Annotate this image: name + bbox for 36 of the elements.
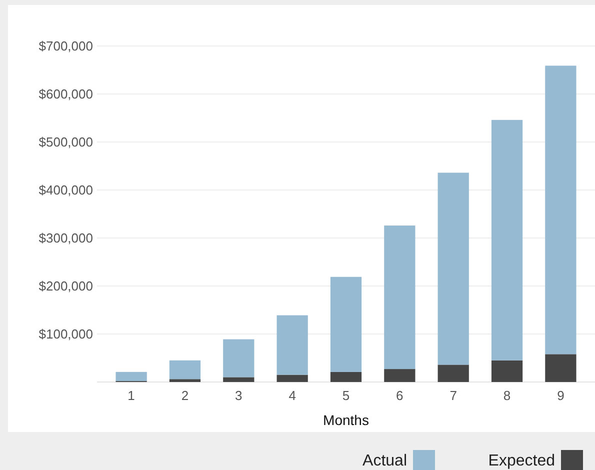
x-axis-title: Months [323, 412, 369, 428]
bar [384, 226, 416, 370]
x-tick-label: 7 [450, 388, 457, 403]
bar [116, 372, 147, 382]
x-tick-label: 4 [288, 388, 296, 403]
y-tick-label: $100,000 [38, 326, 93, 342]
bar [223, 339, 254, 378]
bar [223, 377, 254, 382]
bar [276, 315, 308, 375]
y-tick-label: $200,000 [38, 278, 93, 294]
bar [330, 372, 362, 382]
x-tick-label: 2 [181, 388, 189, 403]
x-tick-label: 9 [557, 388, 564, 403]
y-tick-label: $600,000 [38, 86, 93, 102]
legend-label: Actual [362, 452, 407, 470]
legend-label: Expected [488, 452, 555, 470]
bar [438, 364, 469, 382]
bar [438, 172, 469, 365]
x-tick-label: 3 [235, 388, 242, 403]
y-tick-label: $500,000 [38, 134, 93, 150]
bar [545, 354, 576, 382]
y-tick-label: $300,000 [38, 230, 93, 246]
y-tick-label: $700,000 [38, 38, 93, 54]
bar [276, 374, 308, 382]
bar [169, 360, 201, 380]
bar [545, 66, 576, 354]
y-tick-label: $400,000 [38, 182, 93, 198]
x-tick-label: 1 [128, 388, 135, 403]
x-tick-label: 8 [503, 388, 511, 403]
x-tick-label: 6 [396, 388, 404, 403]
bar [491, 120, 523, 360]
bar [384, 369, 416, 382]
bar [491, 360, 523, 382]
x-tick-label: 5 [342, 388, 350, 403]
bar [169, 379, 201, 382]
bar [330, 276, 362, 372]
